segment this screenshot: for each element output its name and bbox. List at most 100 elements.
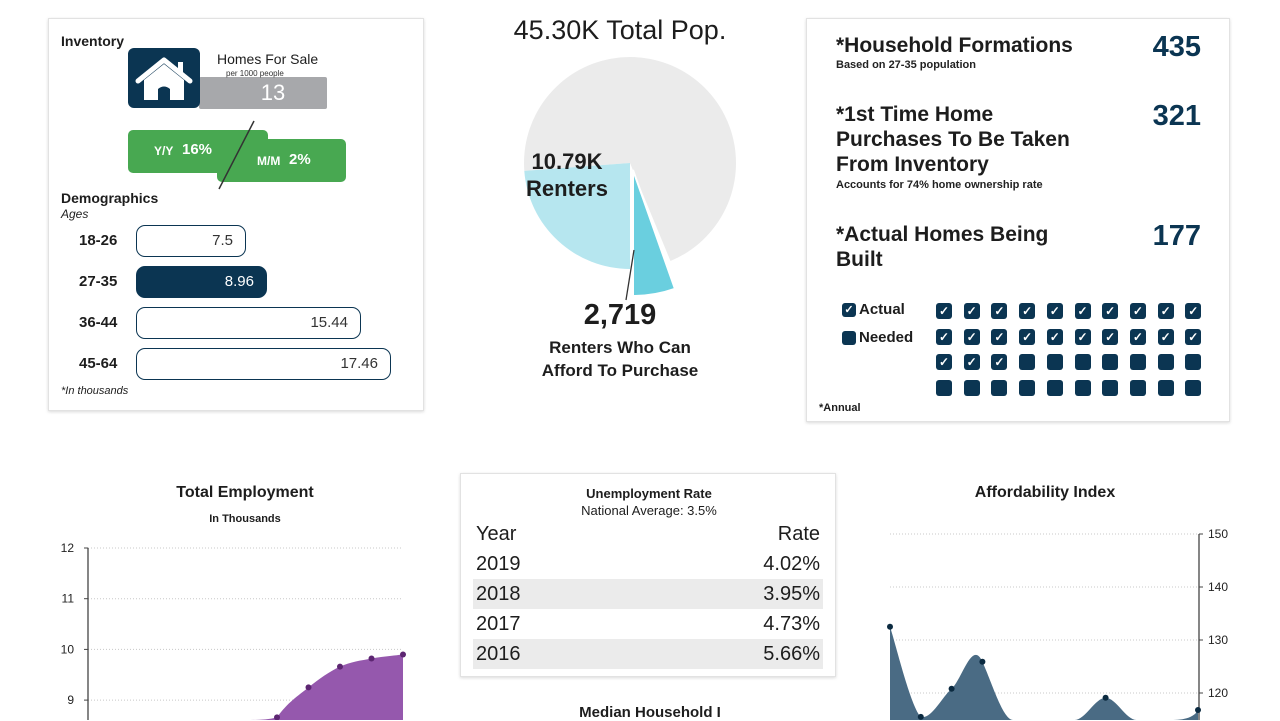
- data-point: [1195, 706, 1201, 713]
- waffle-checked-icon: ✓: [991, 354, 1008, 371]
- area-series: [88, 654, 403, 720]
- unemployment-title: Unemployment Rate: [586, 486, 712, 501]
- waffle-checked-icon: ✓: [991, 303, 1008, 319]
- legend-actual-label: Actual: [859, 301, 905, 318]
- waffle-square-icon: [1074, 354, 1091, 371]
- y-tick-label: 140: [1208, 580, 1228, 594]
- waffle-square-icon: [1102, 354, 1119, 371]
- waffle-checked-icon: ✓: [936, 303, 952, 319]
- waffle-checked-icon: ✓: [1046, 328, 1063, 345]
- mm-change-badge: M/M 2%: [217, 139, 346, 182]
- waffle-checked-icon: ✓: [1129, 328, 1146, 345]
- waffle-checked-icon: ✓: [1046, 303, 1063, 319]
- waffle-square-icon: [1102, 380, 1119, 397]
- annual-note: *Annual: [819, 402, 861, 414]
- y-tick-label: 9: [67, 693, 74, 707]
- unemployment-table: Year Rate 2019 4.02% 2018 3.95% 2017 4.73% 2…: [473, 519, 823, 669]
- data-point: [274, 714, 280, 720]
- waffle-checked-icon: ✓: [1019, 328, 1036, 345]
- age-bar: 7.5: [136, 225, 246, 257]
- divider-slash: [218, 120, 255, 190]
- pie-slice-total: [524, 56, 736, 261]
- table-row: 2018 3.95%: [473, 579, 823, 609]
- age-label: 27-35: [79, 273, 118, 290]
- in-thousands-note: *In thousands: [61, 385, 129, 397]
- household-formations-value: 435: [1152, 31, 1201, 63]
- waffle-square-icon: [963, 380, 980, 397]
- waffle-checked-icon: ✓: [991, 328, 1008, 345]
- demographics-title: Demographics: [61, 190, 159, 206]
- homes-for-sale-value: 13: [260, 80, 286, 105]
- waffle-square-icon: [1157, 354, 1174, 371]
- waffle-checked-icon: ✓: [1157, 303, 1174, 319]
- legend-needed-label: Needed: [859, 329, 914, 346]
- mm-label: M/M: [257, 154, 281, 168]
- mm-value: 2%: [289, 151, 311, 168]
- afford-leader-line: [625, 249, 635, 301]
- yy-value: 16%: [182, 141, 213, 158]
- waffle-square-icon: [1019, 354, 1036, 371]
- population-pie-chart: [524, 56, 736, 298]
- waffle-square-icon: [1157, 380, 1174, 397]
- unemployment-card: Unemployment Rate National Average: 3.5%…: [460, 473, 836, 677]
- waffle-checked-icon: ✓: [1185, 303, 1202, 319]
- age-bar: 8.96: [136, 266, 267, 298]
- national-average: National Average: 3.5%: [581, 503, 717, 518]
- afford-value: 2,719: [583, 299, 657, 331]
- yy-label: Y/Y: [154, 144, 174, 158]
- data-point: [948, 685, 955, 692]
- affordability-chart: 150 140 130 120: [887, 527, 1228, 720]
- pie-slice-renters: [524, 163, 630, 269]
- waffle-checked-icon: ✓: [1102, 303, 1119, 319]
- data-point: [887, 623, 893, 630]
- affordability-chart-title: Affordability Index: [974, 484, 1116, 501]
- employment-chart: 12 11 10 9: [61, 541, 406, 720]
- table-row: 2019 4.02%: [473, 549, 823, 579]
- rate-cell: 4.73%: [763, 612, 820, 635]
- waffle-square-icon: [1046, 380, 1063, 397]
- y-tick-label: 150: [1208, 527, 1228, 541]
- total-pop-title: 45.30K Total Pop.: [513, 15, 727, 45]
- first-time-purchases-sub: Accounts for 74% home ownership rate: [836, 179, 1043, 191]
- waffle-square-icon: [1185, 354, 1202, 371]
- employment-chart-title: Total Employment: [176, 484, 314, 501]
- afford-label: Renters Who Can Afford To Purchase: [500, 336, 740, 382]
- table-row: 2017 4.73%: [473, 609, 823, 639]
- age-label: 36-44: [79, 314, 118, 331]
- legend-actual-check-icon: ✓: [842, 303, 856, 317]
- household-formations-sub: Based on 27-35 population: [836, 59, 976, 71]
- waffle-checked-icon: ✓: [1129, 303, 1146, 319]
- rate-header: Rate: [777, 522, 820, 545]
- waffle-checked-icon: ✓: [963, 354, 980, 371]
- year-cell: 2018: [476, 582, 521, 605]
- data-point: [917, 713, 924, 720]
- pie-slice-afford: [632, 169, 677, 298]
- homes-for-sale-label: Homes For Sale: [217, 51, 319, 67]
- per-1000-label: per 1000 people: [226, 69, 284, 78]
- waffle-square-icon: [1019, 380, 1036, 397]
- table-header: Year Rate: [473, 519, 823, 549]
- year-cell: 2016: [476, 642, 521, 665]
- y-tick-label: 10: [61, 642, 75, 656]
- waffle-checked-icon: ✓: [1074, 328, 1091, 345]
- data-point: [979, 658, 986, 665]
- age-bar: 15.44: [136, 307, 361, 339]
- waffle-square-icon: [1046, 354, 1063, 371]
- year-cell: 2019: [476, 552, 521, 575]
- waffle-checked-icon: ✓: [936, 328, 952, 345]
- inventory-card: Inventory 13 Homes For Sale per 1000 peo…: [48, 18, 424, 411]
- waffle-square-icon: [1129, 354, 1146, 371]
- year-cell: 2017: [476, 612, 521, 635]
- waffle-square-icon: [991, 380, 1008, 397]
- household-formations-title: *Household Formations: [836, 34, 1073, 57]
- waffle-checked-icon: ✓: [936, 354, 952, 371]
- waffle-checked-icon: ✓: [1157, 328, 1174, 345]
- homes-for-sale-bar: 13: [199, 77, 327, 109]
- legend-needed-square-icon: [842, 331, 856, 345]
- y-tick-label: 120: [1208, 686, 1228, 700]
- data-point: [305, 684, 312, 691]
- waffle-square-icon: [1129, 380, 1146, 397]
- housing-stats-card: *Household Formations Based on 27-35 pop…: [806, 18, 1230, 422]
- year-header: Year: [476, 522, 517, 545]
- waffle-checked-icon: ✓: [963, 303, 980, 319]
